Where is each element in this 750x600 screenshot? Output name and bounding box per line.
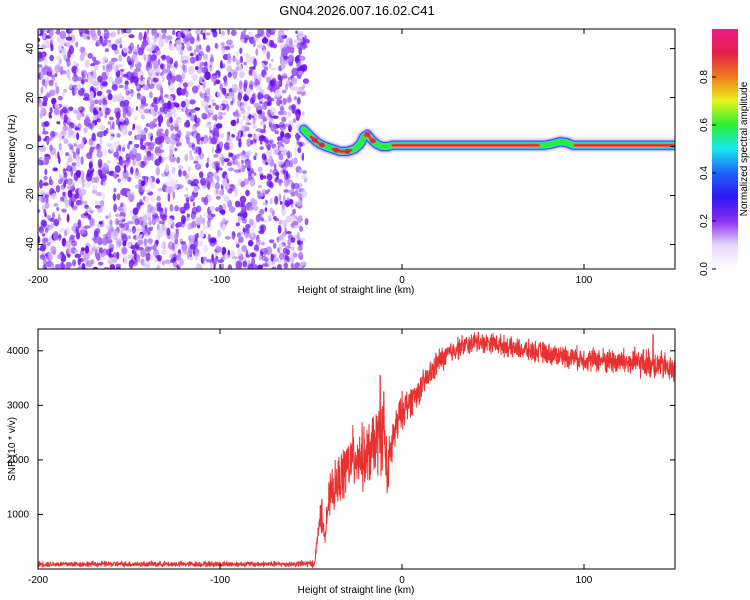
snr-x-label: Height of straight line (km)	[298, 585, 415, 596]
snr-y-label: SNR (10 * v/v)	[7, 417, 18, 481]
snr-panel: -200 -100 0 100 1000 2000 3000 4000 Height of …	[7, 328, 676, 596]
snr-frame	[37, 328, 676, 570]
spectrogram-y-tick-label: -20	[25, 188, 36, 203]
band-hotspot	[369, 138, 376, 144]
spectrogram-x-label: Height of straight line (km)	[298, 285, 415, 296]
snr-x-tick-label: 100	[576, 575, 593, 586]
figure-title: GN04.2026.007.16.02.C41	[279, 3, 434, 18]
spectrogram-y-tick-label: 0	[25, 143, 36, 149]
snr-y-tick-label: 1000	[7, 509, 30, 520]
spectrogram-y-tick-label: -40	[25, 237, 36, 252]
spectrogram-x-ticks: -200 -100 0 100	[28, 29, 593, 286]
band-hotspot	[364, 131, 371, 137]
snr-series-line	[38, 331, 675, 569]
snr-plot-area	[38, 331, 675, 569]
spectrogram-x-tick-label: -200	[28, 275, 48, 286]
noise-speckles	[38, 29, 310, 269]
colorbar-tick-label: 0.4	[699, 166, 710, 180]
snr-x-ticks: -200 -100 0 100	[28, 329, 593, 586]
band-hotspot	[318, 142, 325, 148]
colorbar-tick-label: 0.6	[699, 118, 710, 132]
spectrogram-x-tick-label: 100	[576, 275, 593, 286]
band-hotspot	[344, 148, 351, 154]
spectrogram-y-ticks: -40 -20 0 20 40	[25, 43, 675, 252]
spectrogram-plot-area	[38, 29, 675, 269]
colorbar-label: Normalized spectral amplitude	[739, 81, 750, 216]
snr-x-tick-label: -200	[28, 575, 48, 586]
colorbar-tick-label: 0.8	[699, 70, 710, 84]
colorbar-ticks: 0.0 0.2 0.4 0.6 0.8	[699, 70, 716, 276]
spectrogram-y-label: Frequency (Hz)	[7, 115, 18, 184]
snr-y-tick-label: 3000	[7, 400, 30, 411]
spectrogram-x-tick-label: -100	[210, 275, 230, 286]
colorbar-gradient	[712, 29, 738, 269]
band-hotspot	[311, 137, 318, 143]
snr-y-ticks: 1000 2000 3000 4000	[7, 346, 675, 520]
spectrogram-y-tick-label: 40	[25, 43, 36, 55]
snr-y-tick-label: 4000	[7, 346, 30, 357]
signal-band	[296, 122, 675, 159]
band-hotspot	[333, 147, 340, 153]
snr-y-tick-label: 2000	[7, 455, 30, 466]
snr-x-tick-label: -100	[210, 575, 230, 586]
spectrogram-y-tick-label: 20	[25, 92, 36, 104]
colorbar: 0.0 0.2 0.4 0.6 0.8 Normalized spectral ampl…	[699, 29, 750, 276]
colorbar-tick-label: 0.2	[699, 214, 710, 228]
spectrogram-frame	[37, 28, 676, 270]
colorbar-tick-label: 0.0	[699, 262, 710, 276]
spectrogram-x-tick-label: 0	[399, 275, 405, 286]
snr-x-tick-label: 0	[399, 575, 405, 586]
